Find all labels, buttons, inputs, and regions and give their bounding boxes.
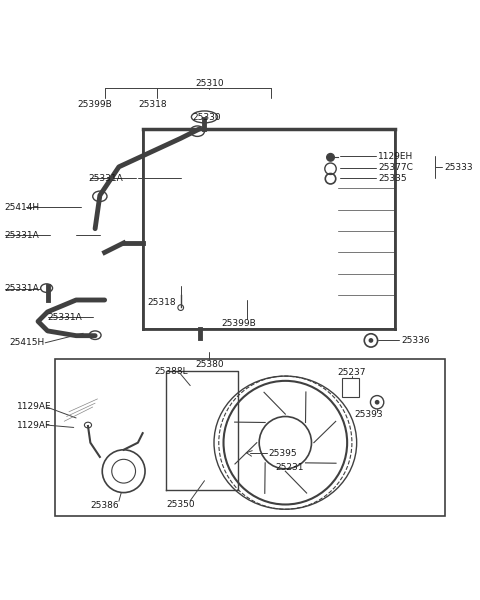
Bar	[55, 359, 444, 517]
Text: 25331A: 25331A	[5, 284, 39, 293]
Text: 25336: 25336	[402, 336, 431, 345]
Text: 25393: 25393	[354, 410, 383, 419]
Bar	[342, 379, 359, 397]
Text: 25331A: 25331A	[88, 174, 123, 183]
Text: 25318: 25318	[138, 100, 167, 109]
Text: 25231: 25231	[276, 463, 304, 472]
Text: 25335: 25335	[378, 174, 407, 183]
Text: 1129AE: 1129AE	[17, 403, 51, 412]
Text: 25310: 25310	[195, 79, 224, 88]
Text: 25414H: 25414H	[5, 203, 40, 212]
Circle shape	[327, 154, 334, 161]
Circle shape	[369, 338, 373, 343]
Text: 25399B: 25399B	[78, 100, 112, 109]
Text: 25388L: 25388L	[155, 367, 188, 376]
Text: 25377C: 25377C	[378, 163, 413, 172]
Text: 25350: 25350	[167, 500, 195, 509]
Text: 25331A: 25331A	[48, 313, 82, 322]
Text: 25415H: 25415H	[10, 338, 45, 347]
Text: 25331A: 25331A	[5, 231, 39, 240]
Text: 25395: 25395	[269, 449, 297, 458]
Text: 1129EH: 1129EH	[378, 152, 413, 161]
Text: 25386: 25386	[90, 501, 119, 510]
Text: 25333: 25333	[444, 163, 473, 172]
Text: 25330: 25330	[192, 113, 221, 122]
Text: 25237: 25237	[337, 368, 366, 377]
Text: 1129AF: 1129AF	[17, 421, 51, 430]
Text: 25380: 25380	[195, 359, 224, 368]
Circle shape	[375, 400, 380, 404]
Text: 25399B: 25399B	[221, 319, 256, 328]
Text: 25318: 25318	[147, 298, 176, 307]
